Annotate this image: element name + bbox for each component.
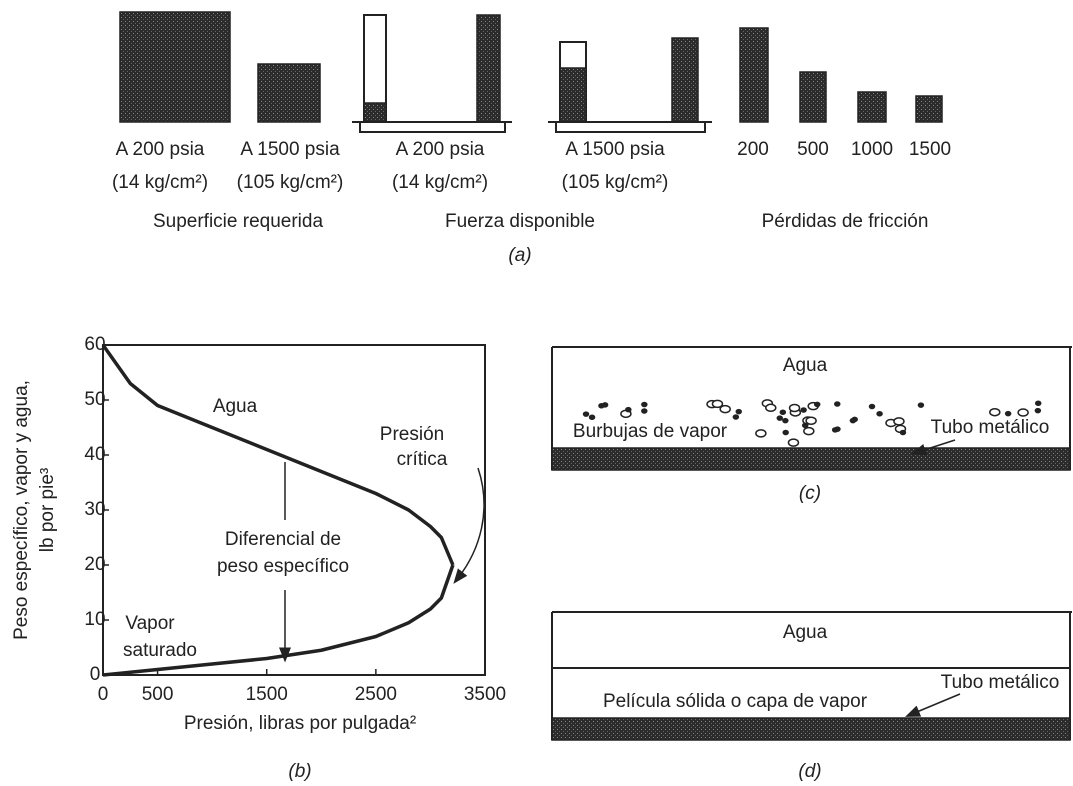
label: 1000 (851, 139, 893, 160)
bubble (1018, 409, 1028, 416)
bubble (642, 409, 647, 413)
bubble (835, 402, 840, 406)
x-tick-label: 3500 (464, 684, 506, 705)
annotation: Diferencial de (225, 529, 341, 550)
bubble (850, 419, 855, 423)
bubble (804, 428, 814, 435)
label: 1500 (909, 139, 951, 160)
bubble (584, 412, 589, 416)
panel-a-shapes (120, 12, 942, 132)
annotation: crítica (397, 449, 448, 470)
caption: (c) (799, 483, 821, 504)
bubble (788, 439, 798, 446)
figure: A 200 psia A 1500 psia A 200 psia A 1500 ps… (0, 0, 1073, 786)
bubble (790, 405, 800, 412)
annotation: saturado (123, 640, 197, 661)
y-tick-label: 60 (84, 334, 105, 355)
bubble (806, 417, 816, 424)
bubble (877, 412, 882, 416)
x-tick-label: 1500 (246, 684, 288, 705)
bubble (835, 427, 840, 431)
bubble (894, 418, 904, 425)
label: 500 (797, 139, 829, 160)
x-tick-label: 0 (98, 684, 109, 705)
label: Agua (783, 622, 828, 643)
bubble (1035, 409, 1040, 413)
label: Tubo metálico (941, 672, 1060, 693)
bubble (642, 402, 647, 406)
label: (14 kg/cm²) (112, 172, 208, 193)
label: 200 (737, 139, 769, 160)
caption: (d) (798, 761, 821, 782)
x-axis-label: Presión, libras por pulgada² (184, 713, 416, 734)
bubble (801, 408, 806, 412)
bubble (626, 408, 631, 412)
bubble (870, 404, 875, 408)
y-axis-label: lb por pie³ (37, 468, 58, 553)
label: (14 kg/cm²) (392, 172, 488, 193)
bubble (736, 410, 741, 414)
bubble (733, 415, 738, 419)
label: A 200 psia (116, 139, 205, 160)
arrow (458, 468, 484, 578)
group-label: Pérdidas de fricción (762, 211, 929, 232)
annotation: Presión (380, 424, 444, 445)
label: Película sólida o capa de vapor (603, 691, 868, 712)
y-tick-label: 0 (90, 664, 101, 685)
bubble (1036, 401, 1041, 405)
label: Tubo metálico (931, 417, 1050, 438)
x-tick-label: 500 (142, 684, 174, 705)
bubble (599, 404, 604, 408)
caption: (b) (288, 761, 311, 782)
y-tick-label: 10 (84, 609, 105, 630)
y-tick-label: 30 (84, 499, 105, 520)
annotation: Agua (213, 396, 258, 417)
bubble (783, 419, 788, 423)
y-tick-label: 20 (84, 554, 105, 575)
bubble (590, 415, 595, 419)
caption: (a) (508, 245, 531, 266)
bubble (1006, 412, 1011, 416)
group-label: Fuerza disponible (445, 211, 595, 232)
page: A 200 psia A 1500 psia A 200 psia A 1500 ps… (0, 0, 1073, 786)
bubble (918, 403, 923, 407)
bubble (777, 416, 782, 420)
y-tick-label: 50 (84, 389, 105, 410)
bubble (780, 410, 785, 414)
bubble (766, 404, 776, 411)
panel-c: Agua Burbujas de vapor Tubo metálico (c) (552, 347, 1072, 504)
label: A 1500 psia (240, 139, 340, 160)
label: Agua (783, 355, 828, 376)
panel-a-labels: A 200 psia A 1500 psia A 200 psia A 1500 ps… (112, 139, 951, 232)
bubble (815, 402, 820, 406)
annotation: Vapor (125, 613, 175, 634)
bubble (756, 430, 766, 437)
y-axis-label: Peso específico, vapor y agua, (11, 380, 32, 640)
annotation: peso específico (217, 556, 349, 577)
bubble (990, 409, 1000, 416)
bubble (712, 400, 722, 407)
label: (105 kg/cm²) (562, 172, 669, 193)
label: A 200 psia (396, 139, 485, 160)
label: Burbujas de vapor (573, 421, 728, 442)
panel-d: Agua Tubo metálico Película sólida o cap… (552, 612, 1072, 782)
x-tick-label: 2500 (355, 684, 397, 705)
y-tick-label: 40 (84, 444, 105, 465)
bubble (900, 430, 905, 434)
label: A 1500 psia (565, 139, 665, 160)
label: (105 kg/cm²) (237, 172, 344, 193)
chart: Agua Presión crítica Diferencial de peso… (11, 334, 506, 782)
group-label: Superficie requerida (153, 211, 323, 232)
bubble (783, 431, 788, 435)
